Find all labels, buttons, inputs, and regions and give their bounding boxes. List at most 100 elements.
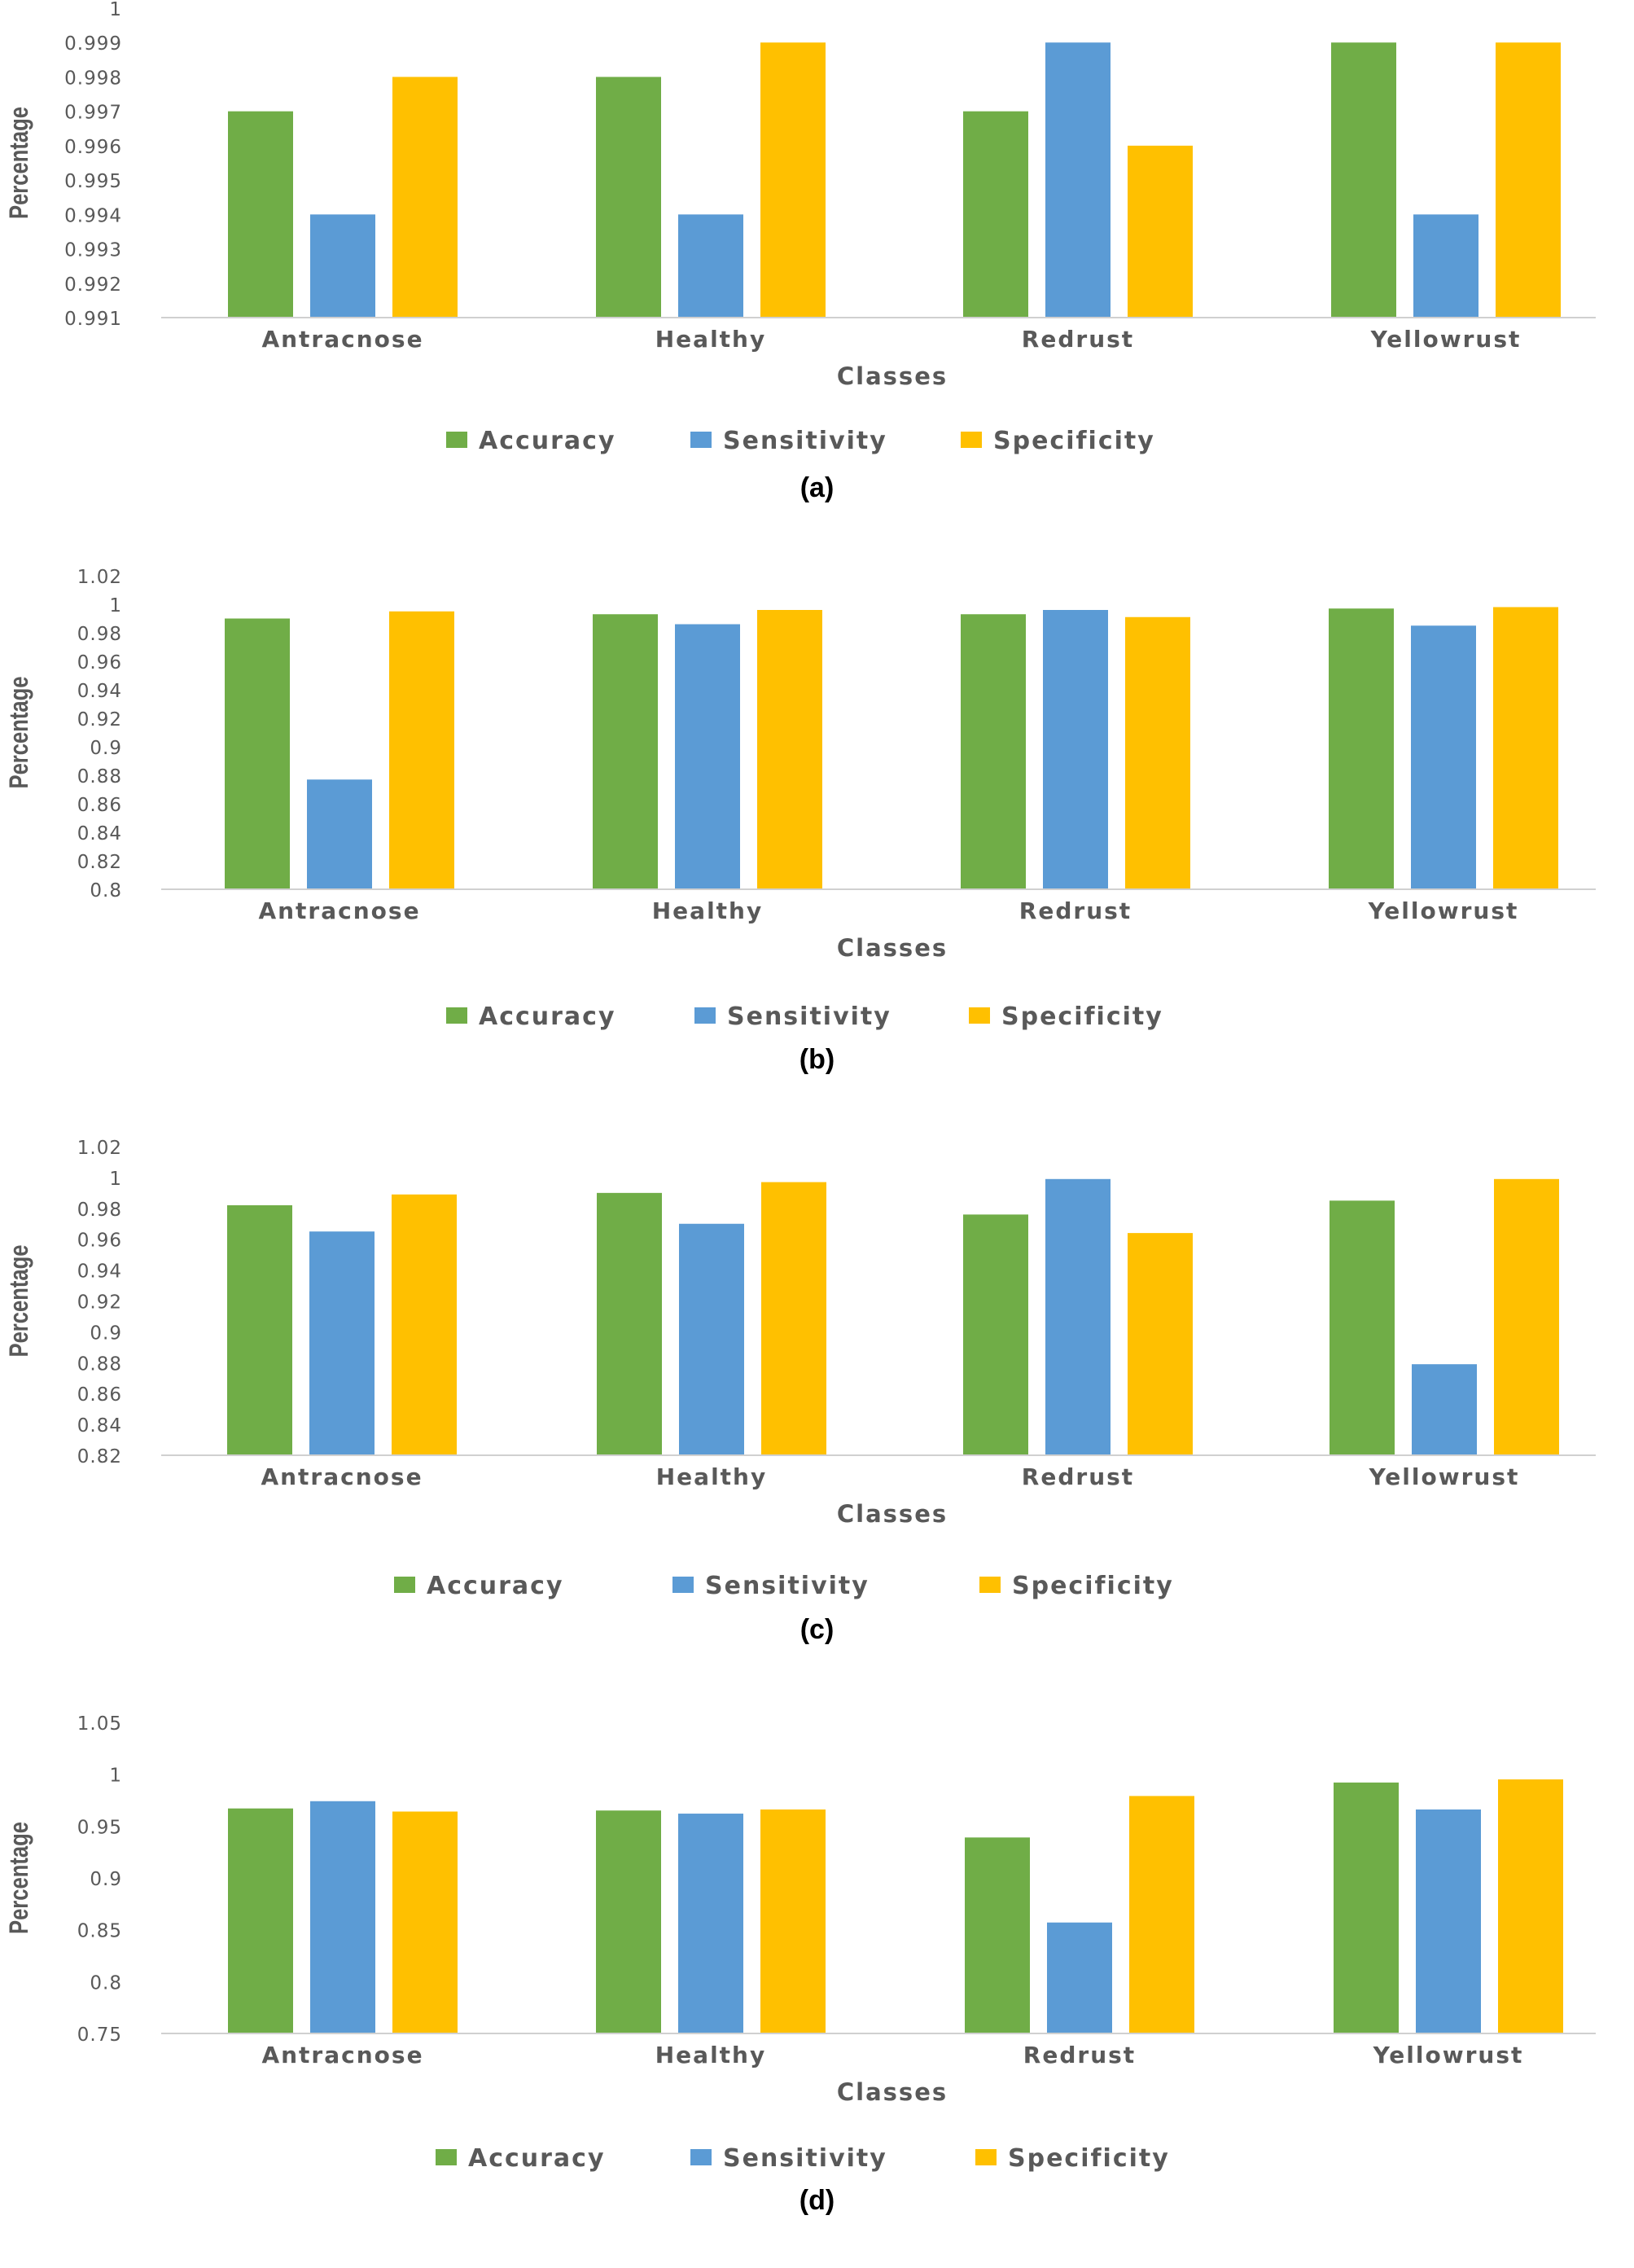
x-tick-label: Antracnose xyxy=(258,897,420,924)
y-tick-label: 0.96 xyxy=(77,1231,122,1252)
bar-specificity-healthy xyxy=(761,1182,826,1455)
x-tick-label: Healthy xyxy=(655,326,767,353)
y-tick-label: 0.9 xyxy=(90,738,122,759)
y-tick-label: 1 xyxy=(109,595,122,616)
y-tick-label: 1.02 xyxy=(77,1138,122,1159)
legend-label-accuracy: Accuracy xyxy=(479,1002,616,1031)
legend-swatch-specificity xyxy=(969,1007,990,1024)
x-tick-label: Redrust xyxy=(1019,897,1132,924)
legend-label-sensitivity: Sensitivity xyxy=(723,427,887,455)
bar-specificity-redrust xyxy=(1128,1233,1193,1455)
legend-swatch-accuracy xyxy=(394,1577,415,1593)
bar-accuracy-antracnose xyxy=(227,1205,292,1455)
bar-accuracy-healthy xyxy=(596,1810,661,2033)
y-axis-label: Percentage xyxy=(5,1245,33,1358)
bar-accuracy-antracnose xyxy=(225,618,290,889)
bar-sensitivity-healthy xyxy=(678,1814,743,2033)
legend-swatch-accuracy xyxy=(446,1007,467,1024)
bar-accuracy-redrust xyxy=(961,614,1026,889)
y-tick-label: 0.991 xyxy=(64,309,122,330)
bar-specificity-yellowrust xyxy=(1493,607,1558,889)
legend-swatch-specificity xyxy=(979,1577,1001,1593)
chart-panel-b: 0.8 0.82 0.84 0.86 0.88 0.9 0.92 0.94 0.96 0.98 1 1… xyxy=(0,562,1634,1124)
bar-accuracy-yellowrust xyxy=(1331,42,1396,318)
bar-specificity-healthy xyxy=(760,1809,826,2033)
panel-caption: (c) xyxy=(799,1614,835,1645)
y-tick-label: 0.998 xyxy=(64,68,122,89)
y-tick-label: 0.994 xyxy=(64,205,122,226)
y-tick-label: 0.999 xyxy=(64,33,122,55)
bar-sensitivity-antracnose xyxy=(309,1231,375,1455)
bar-accuracy-healthy xyxy=(597,1192,662,1455)
y-tick-label: 0.88 xyxy=(77,1353,122,1375)
bar-specificity-antracnose xyxy=(389,611,454,889)
x-tick-label: Redrust xyxy=(1022,326,1134,353)
y-tick-label: 0.993 xyxy=(64,240,122,261)
bar-sensitivity-healthy xyxy=(675,624,740,889)
y-tick-label: 0.997 xyxy=(64,103,122,124)
bar-chart: 0.991 0.992 0.993 0.994 0.995 0.996 0.997 0.998… xyxy=(5,0,1596,455)
x-axis-label: Classes xyxy=(837,934,948,962)
y-tick-label: 0.8 xyxy=(90,1972,122,1994)
y-tick-label: 0.92 xyxy=(77,1292,122,1314)
legend-label-accuracy: Accuracy xyxy=(427,1572,564,1600)
bar-specificity-yellowrust xyxy=(1498,1779,1563,2033)
bar-specificity-yellowrust xyxy=(1494,1178,1559,1455)
x-axis-label: Classes xyxy=(837,362,948,390)
x-tick-label: Healthy xyxy=(655,2042,767,2068)
x-tick-label: Yellowrust xyxy=(1368,897,1519,924)
x-tick-label: Yellowrust xyxy=(1369,1463,1520,1490)
bar-specificity-healthy xyxy=(760,42,826,318)
y-tick-label: 1 xyxy=(109,1169,122,1190)
y-tick-label: 0.94 xyxy=(77,681,122,702)
bar-sensitivity-healthy xyxy=(679,1223,744,1455)
y-tick-label: 0.84 xyxy=(77,823,122,844)
x-tick-label: Redrust xyxy=(1023,2042,1136,2068)
bar-accuracy-redrust xyxy=(965,1837,1030,2033)
y-tick-label: 1 xyxy=(109,0,122,20)
chart-panel-a: 0.991 0.992 0.993 0.994 0.995 0.996 0.997 0.998… xyxy=(0,0,1634,562)
x-tick-label: Healthy xyxy=(652,897,764,924)
bar-sensitivity-redrust xyxy=(1047,1922,1112,2033)
y-tick-label: 0.98 xyxy=(77,624,122,645)
bar-specificity-redrust xyxy=(1125,616,1190,889)
y-tick-label: 0.88 xyxy=(77,766,122,787)
y-tick-label: 0.86 xyxy=(77,795,122,816)
legend-label-specificity: Specificity xyxy=(1008,2144,1170,2173)
bar-sensitivity-redrust xyxy=(1045,42,1111,318)
legend-label-sensitivity: Sensitivity xyxy=(723,2144,887,2173)
legend-label-specificity: Specificity xyxy=(1012,1572,1174,1600)
bar-chart: 0.8 0.82 0.84 0.86 0.88 0.9 0.92 0.94 0.96 0.98 1 1… xyxy=(5,567,1596,1031)
x-tick-label: Redrust xyxy=(1022,1463,1134,1490)
y-tick-label: 0.9 xyxy=(90,1869,122,1890)
y-tick-label: 0.82 xyxy=(77,1446,122,1467)
y-tick-label: 0.82 xyxy=(77,852,122,873)
y-tick-label: 1 xyxy=(109,1766,122,1787)
bar-sensitivity-yellowrust xyxy=(1412,1364,1477,1455)
legend-label-specificity: Specificity xyxy=(1001,1002,1163,1031)
legend-swatch-sensitivity xyxy=(672,1577,694,1593)
y-tick-label: 1.02 xyxy=(77,567,122,588)
legend-swatch-sensitivity xyxy=(694,1007,716,1024)
bar-sensitivity-healthy xyxy=(678,214,743,318)
y-tick-label: 0.8 xyxy=(90,880,122,901)
bar-accuracy-antracnose xyxy=(228,111,293,318)
y-tick-label: 0.9 xyxy=(90,1323,122,1344)
bar-sensitivity-yellowrust xyxy=(1413,214,1478,318)
legend-swatch-specificity xyxy=(975,2149,997,2165)
chart-panel-d: 0.75 0.8 0.85 0.9 0.95 1 1.05 Percentage Antracn… xyxy=(0,1706,1634,2268)
bar-accuracy-redrust xyxy=(963,1214,1028,1455)
y-tick-label: 0.94 xyxy=(77,1261,122,1283)
bar-sensitivity-antracnose xyxy=(307,779,372,889)
bar-chart: 0.82 0.84 0.86 0.88 0.9 0.92 0.94 0.96 0.98 1 1.02… xyxy=(5,1138,1596,1600)
bar-accuracy-redrust xyxy=(963,111,1028,318)
bar-sensitivity-yellowrust xyxy=(1416,1809,1481,2033)
panel-caption: (a) xyxy=(799,472,835,503)
x-tick-label: Antracnose xyxy=(261,2042,423,2068)
legend-swatch-accuracy xyxy=(446,432,467,448)
legend-swatch-sensitivity xyxy=(690,2149,712,2165)
y-axis-label: Percentage xyxy=(5,1822,33,1934)
y-tick-label: 0.96 xyxy=(77,652,122,673)
chart-panel-c: 0.82 0.84 0.86 0.88 0.9 0.92 0.94 0.96 0.98 1 1.02… xyxy=(0,1132,1634,1694)
y-tick-label: 0.75 xyxy=(77,2025,122,2046)
